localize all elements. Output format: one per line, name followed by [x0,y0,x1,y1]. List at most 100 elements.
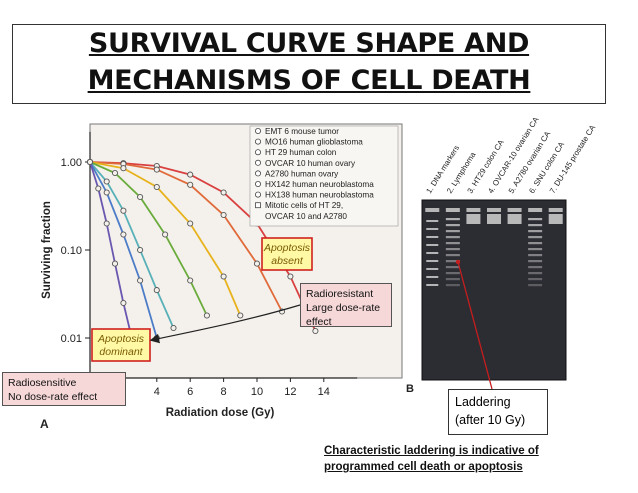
apoptosis-dominant-line-2: dominant [99,346,143,358]
ladder-band-6-3 [528,236,543,239]
x-tick-label-1: 4 [154,386,160,398]
series-line-6 [89,161,133,339]
data-point-5-2 [120,231,127,238]
data-point-4-5 [170,324,177,332]
x-tick-label-4: 10 [251,386,263,398]
data-point-6-0 [86,158,94,166]
marker-band-3 [426,244,439,246]
caption-line-2: programmed cell death or apoptosis [324,461,523,473]
series-line-2 [89,161,242,316]
apoptosis-absent-box [261,237,313,271]
data-point-2-5 [237,312,244,319]
ladder-band-2-7 [445,260,460,263]
title-line-1: SURVIVAL CURVE SHAPE AND [88,28,530,59]
y-tick-label-0: 1.00 [61,157,82,169]
intact-dna-band-7 [548,214,563,224]
data-point-1-4 [220,211,227,219]
legend-label-3: OVCAR 10 human ovary [265,159,356,168]
panel-label-a: A [40,417,49,431]
intact-dna-band-4 [487,214,501,224]
marker-band-0 [426,220,439,222]
laddering-callout: Laddering (after 10 Gy) [448,389,548,435]
legend-label-5: HX142 human neuroblastoma [265,180,374,189]
title-box: SURVIVAL CURVE SHAPE AND MECHANISMS OF C… [12,24,606,104]
data-point-4-1 [103,178,110,185]
x-tick-label-5: 12 [284,386,296,398]
x-tick-label-2: 6 [187,386,193,398]
data-point-3-5 [203,312,210,319]
radiosensitive-line-1: Radiosensitive [8,377,77,389]
data-point-2-1 [120,165,127,172]
ladder-band-6-9 [528,272,543,275]
ladder-band-2-8 [445,266,460,269]
legend-label-4: A2780 human ovary [265,169,339,178]
legend-marker-5 [254,180,261,187]
legend-label-2: HT 29 human colon [265,148,337,157]
apoptosis-absent-line-1: Apoptosis [263,242,311,254]
marker-band-8 [426,284,439,286]
legend-marker-0 [254,127,261,134]
ladder-band-6-2 [528,230,543,233]
marker-band-1 [426,228,439,230]
ladder-band-2-3 [445,236,460,239]
data-point-4-2 [120,207,127,214]
legend-marker-6 [254,191,261,198]
ladder-band-2-2 [445,230,460,233]
ladder-band-6-8 [528,266,543,269]
panel-label-b: B [406,383,414,395]
intact-dna-band-5 [507,214,522,224]
data-point-6-4 [120,299,127,307]
radioresistant-label: Radioresistant Large dose-rate effect [300,283,392,328]
data-point-5-3 [137,277,144,284]
data-point-0-6 [287,273,294,280]
data-point-3-1 [111,169,119,177]
data-point-1-2 [153,166,160,173]
legend-marker-3 [254,159,261,166]
legend-label-0: EMT 6 mouse tumor [265,127,339,136]
data-point-6-3 [111,260,119,267]
data-point-3-4 [187,277,194,284]
callout-line-2: (after 10 Gy) [455,413,526,427]
x-tick-label-3: 8 [221,386,227,398]
legend-marker-2 [254,149,261,156]
legend-marker-7 [255,202,261,209]
apoptosis-absent-line-2: absent [271,255,304,267]
gel-well-2 [445,208,460,212]
series-line-3 [89,161,208,316]
data-point-6-1 [95,185,102,192]
legend-label-8: OVCAR 10 and A2780 [265,212,347,221]
y-axis-label: Surviving fraction [41,201,53,299]
data-point-2-2 [153,183,160,191]
title-line-2: MECHANISMS OF CELL DEATH [87,65,531,96]
apoptosis-dominant-box [91,328,151,362]
data-point-1-3 [187,181,194,188]
radioresistant-line-2: Large dose-rate [306,302,381,314]
data-point-2-3 [187,220,194,227]
radiosensitive-label: Radiosensitive No dose-rate effect [2,372,126,406]
callout-arrow-line [457,261,493,390]
legend-label-7: Mitotic cells of HT 29, [265,201,343,210]
x-tick-label-6: 14 [318,386,330,398]
data-point-2-4 [220,273,227,280]
series-line-4 [89,161,175,329]
gel-well-4 [487,208,501,212]
ladder-band-2-5 [445,248,460,251]
ladder-band-6-10 [528,278,543,281]
marker-band-4 [426,252,439,254]
legend: EMT 6 mouse tumor MO16 human glioblastoma… [249,125,399,227]
ladder-band-2-1 [445,224,460,227]
data-point-1-5 [253,260,261,267]
ladder-band-2-0 [445,218,460,221]
ladder-band-2-10 [445,278,460,281]
radioresistant-line-3: effect [306,316,332,328]
ladder-band-6-5 [528,248,543,251]
data-point-0-3 [187,171,194,178]
x-axis-label: Radiation dose (Gy) [166,407,275,419]
y-tick-label-1: 0.10 [61,245,82,257]
ladder-band-6-4 [528,242,543,245]
ladder-band-6-7 [528,260,543,263]
data-point-3-2 [137,193,144,201]
gel-well-7 [548,208,563,212]
marker-band-7 [426,276,439,278]
ladder-band-2-9 [445,272,460,275]
